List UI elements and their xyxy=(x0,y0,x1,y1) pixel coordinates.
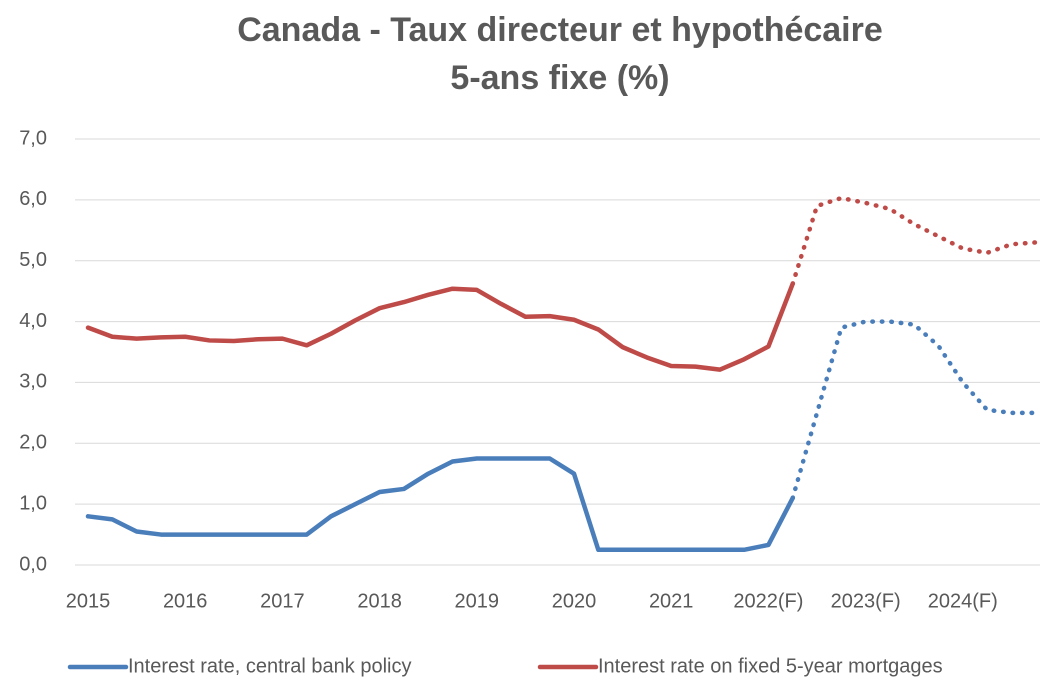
legend-label: Interest rate on fixed 5-year mortgages xyxy=(598,655,943,677)
y-tick-label: 1,0 xyxy=(19,492,47,514)
y-tick-label: 5,0 xyxy=(19,249,47,271)
series-line xyxy=(85,281,795,372)
forecast-line xyxy=(790,195,1038,287)
legend-label: Interest rate, central bank policy xyxy=(128,655,411,677)
x-tick-label: 2019 xyxy=(455,590,500,612)
y-tick-label: 4,0 xyxy=(19,310,47,332)
x-tick-label: 2020 xyxy=(552,590,597,612)
y-tick-label: 3,0 xyxy=(19,371,47,393)
x-tick-label: 2022(F) xyxy=(733,590,803,612)
chart-title: 5-ans fixe (%) xyxy=(450,59,669,97)
y-tick-label: 2,0 xyxy=(19,432,47,454)
x-tick-label: 2016 xyxy=(163,590,208,612)
chart-title: Canada - Taux directeur et hypothécaire xyxy=(237,11,883,49)
y-tick-label: 0,0 xyxy=(19,553,47,575)
forecast-line xyxy=(790,319,1038,501)
x-tick-label: 2018 xyxy=(357,590,402,612)
x-tick-label: 2024(F) xyxy=(928,590,998,612)
x-tick-label: 2023(F) xyxy=(831,590,901,612)
y-tick-label: 6,0 xyxy=(19,188,47,210)
x-tick-label: 2017 xyxy=(260,590,305,612)
x-tick-label: 2015 xyxy=(66,590,111,612)
x-tick-label: 2021 xyxy=(649,590,694,612)
y-tick-label: 7,0 xyxy=(19,127,47,149)
series-line xyxy=(85,456,795,553)
